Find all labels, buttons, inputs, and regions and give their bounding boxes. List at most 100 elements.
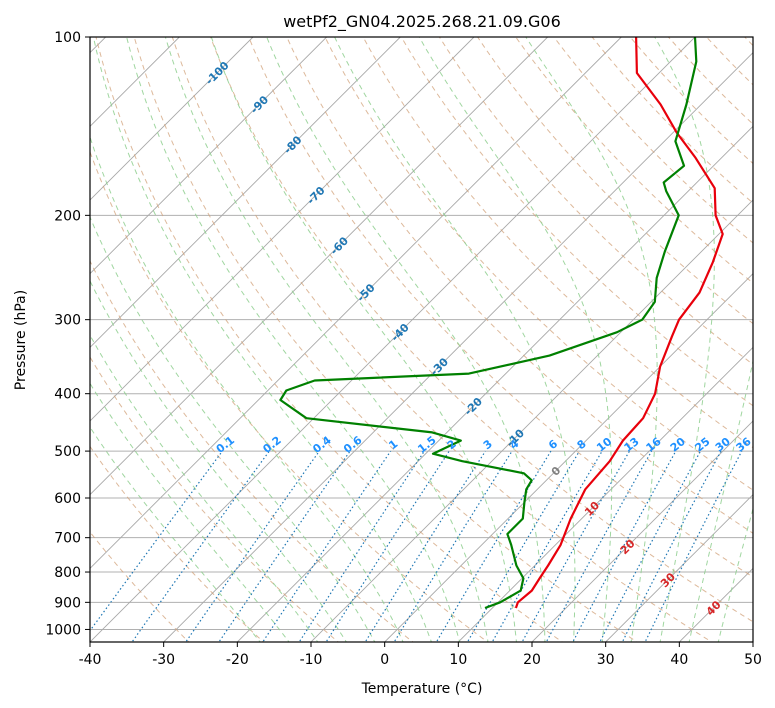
- isotherm-line: [752, 641, 753, 642]
- x-tick-label: -10: [300, 652, 323, 668]
- moist-adiabat: [334, 37, 576, 642]
- mixing-ratio-line: [599, 450, 702, 642]
- mixing-ratio-label: 25: [692, 435, 712, 455]
- series-layer: [279, 37, 724, 610]
- isotherm-line: [531, 420, 753, 642]
- isotherm-label: -90: [248, 93, 271, 116]
- mixing-ratio-line: [325, 450, 450, 642]
- isotherm-line: [90, 37, 254, 201]
- isotherm-label: 10: [582, 499, 602, 519]
- y-axis-title: Pressure (hPa): [13, 290, 29, 390]
- mixing-ratio-line: [298, 450, 425, 642]
- y-tick-label: 500: [54, 444, 81, 460]
- mixing-ratio-line: [262, 450, 392, 642]
- dry-adiabat: [90, 445, 265, 642]
- moist-adiabat: [688, 358, 753, 642]
- isotherm-label: 20: [618, 537, 638, 557]
- dewpoint-profile: [279, 37, 698, 610]
- moist-adiabat: [90, 426, 261, 642]
- dry-adiabat: [324, 37, 753, 491]
- isotherm-line: [90, 37, 696, 642]
- isotherm-line: [237, 125, 753, 642]
- x-tick-label: -20: [226, 652, 249, 668]
- moist-adiabat: [90, 135, 404, 642]
- moist-adiabat: [92, 37, 432, 642]
- dry-adiabat: [400, 37, 753, 407]
- mixing-ratio-line: [131, 450, 270, 642]
- dry-adiabat: [770, 24, 775, 645]
- isotherm-line: [458, 346, 753, 642]
- x-tick-label: 20: [523, 652, 541, 668]
- y-tick-label: 900: [54, 595, 81, 611]
- dry-adiabat: [171, 37, 713, 642]
- chart-title: wetPf2_GN04.2025.268.21.09.G06: [283, 12, 561, 32]
- moist-adiabat: [525, 37, 658, 642]
- moist-adiabat: [90, 382, 290, 642]
- dry-adiabat: [667, 37, 753, 125]
- mixing-ratio-label: 6: [546, 437, 560, 452]
- mixing-ratio-label: 0.6: [341, 433, 365, 455]
- grid-lines: [90, 24, 775, 645]
- mixing-ratio-line: [393, 450, 513, 642]
- y-tick-label: 100: [54, 30, 81, 46]
- moist-adiabat: [654, 37, 715, 642]
- moist-adiabat: [90, 279, 347, 642]
- axes: -40 -30 -20 -10 0 10 20 30 40 5010020030040050060…: [45, 30, 762, 668]
- mixing-ratio-line: [572, 450, 677, 642]
- x-axis-title: Temperature (°C): [361, 681, 483, 697]
- dry-adiabat: [133, 37, 638, 642]
- mixing-ratio-line: [90, 450, 223, 632]
- dry-adiabat: [90, 259, 414, 642]
- isotherm-line: [163, 52, 753, 642]
- y-tick-label: 1000: [45, 622, 81, 638]
- mixing-ratio-line: [621, 450, 722, 642]
- moist-adiabat: [418, 37, 613, 642]
- x-tick-label: -40: [79, 652, 102, 668]
- y-tick-label: 800: [54, 565, 81, 581]
- isotherm-label: -40: [389, 321, 412, 344]
- mixing-ratio-label: 0.1: [214, 434, 237, 456]
- y-tick-label: 600: [54, 491, 81, 507]
- dry-adiabat: [705, 37, 753, 86]
- isotherm-label: 0: [549, 464, 564, 479]
- x-tick-label: 10: [449, 652, 467, 668]
- isotherm-label: -50: [354, 281, 377, 304]
- dry-adiabat: [362, 37, 753, 449]
- isotherm-line: [90, 37, 548, 496]
- dry-adiabat: [209, 37, 753, 623]
- isotherm-label: -60: [328, 234, 351, 257]
- moist-adiabat: [126, 37, 461, 642]
- dry-adiabat: [629, 37, 753, 165]
- mixing-ratio-line: [218, 450, 351, 642]
- isotherm-line: [310, 199, 753, 642]
- isotherm-line: [90, 37, 475, 422]
- isotherm-line: [90, 37, 327, 275]
- dry-adiabat: [95, 37, 564, 642]
- isotherm-label: -10: [504, 426, 527, 449]
- plot-frame: [89, 36, 754, 643]
- dry-adiabat: [515, 37, 753, 284]
- mixing-ratio-line: [185, 450, 320, 642]
- mixing-ratio-label: 3: [481, 437, 495, 452]
- y-tick-label: 200: [54, 208, 81, 224]
- isotherm-label: 30: [658, 570, 678, 590]
- mixing-ratio-line: [466, 450, 580, 642]
- moist-adiabat: [90, 215, 376, 642]
- dry-adiabat: [90, 150, 489, 642]
- moist-adiabat: [210, 37, 518, 642]
- dry-adiabat: [286, 37, 753, 534]
- isotherm-label: -20: [462, 395, 485, 418]
- isotherm-label: -100: [203, 59, 232, 88]
- moist-adiabat: [90, 334, 319, 642]
- y-tick-label: 400: [54, 387, 81, 403]
- x-tick-label: 0: [380, 652, 389, 668]
- temperature-profile: [514, 37, 724, 609]
- isotherm-line: [90, 37, 622, 569]
- moist-adiabat: [717, 506, 753, 642]
- dry-adiabat: [438, 37, 753, 366]
- dry-adiabat: [90, 356, 340, 642]
- x-tick-label: 30: [597, 652, 615, 668]
- isotherm-label: -70: [304, 184, 327, 207]
- x-tick-label: 50: [744, 652, 762, 668]
